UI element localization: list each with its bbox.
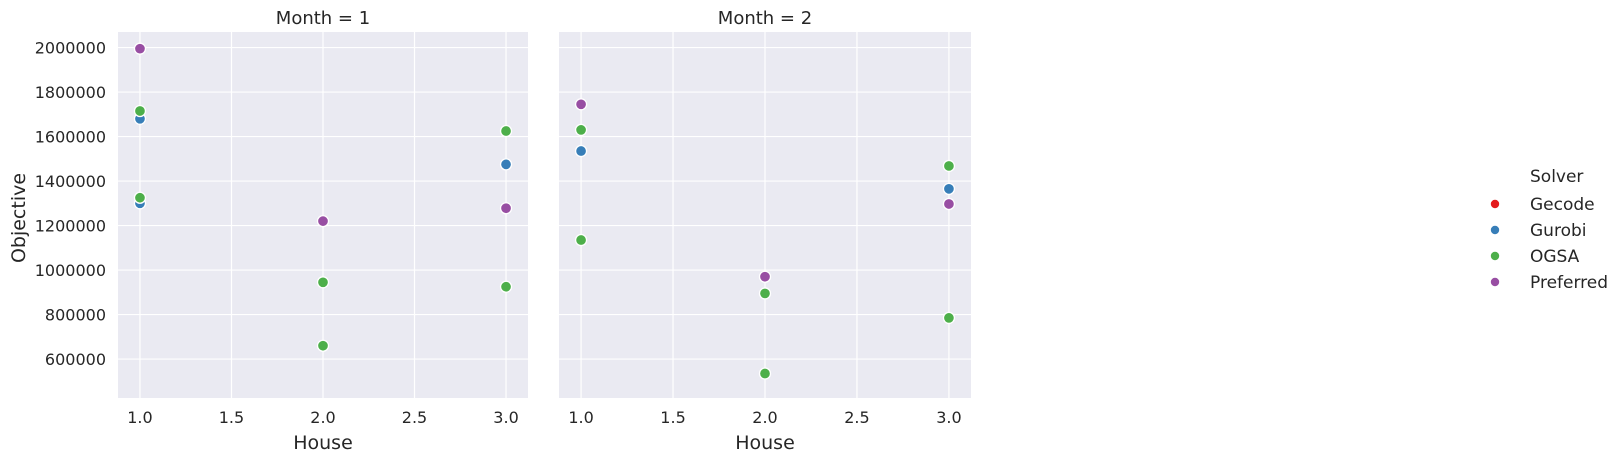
data-point-preferred (758, 270, 772, 283)
data-point-ogsa (942, 159, 956, 173)
facet-panels: 1.0 1.5 2.0 2.5 3.0 600000 800000 1000000 120000… (35, 8, 971, 454)
x-axis-label: House (735, 432, 795, 454)
data-point-ogsa (316, 276, 330, 289)
facet-panel-1: 1.0 1.5 2.0 2.5 3.0 600000 800000 1000000 120000… (35, 8, 528, 454)
y-tick-label: 1200000 (35, 217, 106, 236)
y-tick-label: 1000000 (35, 261, 106, 280)
data-point-gurobi (499, 158, 513, 171)
x-tick-label: 1.5 (219, 408, 244, 427)
data-point-preferred (499, 202, 513, 215)
data-point-ogsa (499, 124, 513, 138)
legend: Solver Gecode Gurobi OGSA Preferred (1490, 167, 1608, 293)
y-tick-label: 600000 (45, 350, 106, 369)
legend-label: Gurobi (1530, 221, 1586, 241)
legend-marker (1490, 251, 1500, 261)
legend-marker (1490, 225, 1500, 235)
x-tick-label: 2.5 (844, 408, 869, 427)
data-point-ogsa (133, 191, 147, 204)
y-tick-label: 1400000 (35, 172, 106, 191)
legend-label: Preferred (1530, 273, 1608, 293)
y-axis-label: Objective (8, 173, 30, 263)
x-tick-label: 2.0 (310, 408, 335, 427)
data-point-preferred (574, 98, 588, 111)
y-tick-label: 2000000 (35, 39, 106, 58)
x-tick-label: 1.0 (568, 408, 593, 427)
facet-title: Month = 1 (276, 8, 370, 29)
data-point-ogsa (574, 123, 588, 137)
x-tick-label: 3.0 (936, 408, 961, 427)
x-axis-label: House (293, 432, 353, 454)
facet-title: Month = 2 (718, 8, 812, 29)
y-tick-label: 1600000 (35, 128, 106, 147)
legend-marker (1490, 277, 1500, 287)
x-tick-label: 1.0 (127, 408, 152, 427)
data-point-preferred (316, 214, 330, 228)
data-point-preferred (133, 42, 147, 55)
data-point-preferred (942, 197, 956, 211)
x-tick-label: 3.0 (493, 408, 518, 427)
data-point-ogsa (758, 367, 772, 380)
legend-title: Solver (1530, 167, 1583, 187)
data-point-gurobi (942, 182, 956, 196)
data-point-ogsa (758, 287, 772, 300)
data-point-ogsa (133, 104, 147, 118)
y-tick-label: 800000 (45, 306, 106, 325)
legend-label: Gecode (1530, 195, 1595, 215)
x-tick-label: 2.0 (752, 408, 777, 427)
facet-panel-2: 1.0 1.5 2.0 2.5 3.0 Month = 2 House (559, 8, 971, 454)
data-point-ogsa (574, 233, 588, 247)
data-point-gurobi (574, 144, 588, 158)
y-tick-label: 1800000 (35, 83, 106, 102)
data-point-ogsa (316, 339, 330, 352)
x-tick-label: 2.5 (402, 408, 427, 427)
legend-marker (1490, 199, 1500, 209)
data-point-ogsa (942, 311, 956, 325)
x-tick-label: 1.5 (660, 408, 685, 427)
legend-label: OGSA (1530, 247, 1580, 267)
data-point-ogsa (499, 280, 513, 293)
